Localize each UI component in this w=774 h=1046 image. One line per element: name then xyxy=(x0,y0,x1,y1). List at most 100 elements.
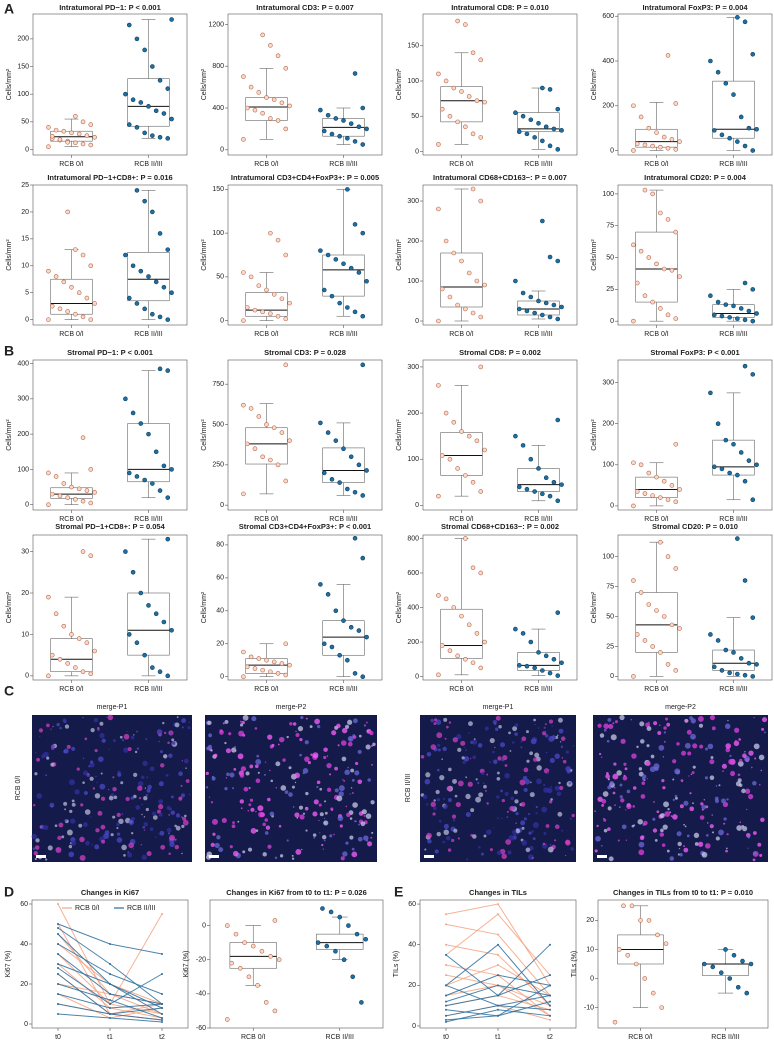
cell xyxy=(614,720,619,724)
cell xyxy=(168,753,173,758)
cell xyxy=(132,848,135,850)
box xyxy=(245,292,288,317)
legend-label: RCB II/III xyxy=(127,905,155,912)
cell xyxy=(711,831,715,834)
cell xyxy=(349,793,351,795)
cell xyxy=(295,848,302,855)
cell xyxy=(426,751,432,757)
cell xyxy=(208,733,213,738)
data-point xyxy=(513,433,518,439)
data-point xyxy=(650,191,655,197)
cell xyxy=(251,716,257,722)
data-point xyxy=(364,468,369,473)
y-tick-label: 600 xyxy=(407,570,419,577)
y-tick-label: 150 xyxy=(17,63,29,70)
cell xyxy=(452,778,457,784)
cell xyxy=(112,739,116,743)
data-point xyxy=(65,309,70,314)
cell xyxy=(483,834,487,838)
data-point xyxy=(360,105,366,111)
cell xyxy=(745,808,748,811)
cell xyxy=(694,842,699,846)
cell xyxy=(621,824,627,830)
cell xyxy=(645,761,651,767)
cell xyxy=(182,816,187,821)
cell xyxy=(354,820,357,823)
cell xyxy=(93,717,99,723)
cell xyxy=(210,842,215,847)
patient-point xyxy=(109,943,111,945)
patient-point xyxy=(549,974,551,977)
cell xyxy=(155,836,157,838)
cell xyxy=(116,822,120,827)
y-tick-label: 100 xyxy=(602,462,614,469)
cell xyxy=(601,803,605,807)
cell xyxy=(619,714,625,721)
cell xyxy=(175,825,181,831)
cell xyxy=(79,836,85,843)
cell xyxy=(726,798,729,801)
x-tick-label: RCB 0/I xyxy=(241,1034,266,1041)
box xyxy=(635,128,678,148)
cell xyxy=(34,751,37,754)
data-point xyxy=(482,447,487,453)
data-point xyxy=(169,467,174,472)
cell xyxy=(185,779,190,783)
cell xyxy=(55,847,62,854)
cell xyxy=(485,790,487,792)
cell xyxy=(255,810,257,813)
cell xyxy=(39,825,43,829)
cell xyxy=(511,741,515,744)
cell xyxy=(427,839,432,844)
cell xyxy=(101,738,106,743)
cell xyxy=(226,772,230,777)
cell xyxy=(599,733,605,738)
y-tick-label: 15 xyxy=(21,236,29,243)
data-point xyxy=(727,670,732,676)
data-point xyxy=(80,669,86,675)
cell xyxy=(149,766,155,772)
cell xyxy=(659,832,665,837)
cell xyxy=(596,824,599,828)
cell xyxy=(36,757,40,762)
data-point xyxy=(264,95,269,100)
cell xyxy=(521,840,528,846)
cell xyxy=(221,817,227,823)
data-point xyxy=(451,250,457,256)
patient-point xyxy=(549,1018,551,1021)
image-title: merge-P1 xyxy=(483,704,514,711)
data-point xyxy=(165,368,171,373)
cell xyxy=(174,824,177,828)
data-point xyxy=(241,649,246,655)
data-point xyxy=(631,460,636,466)
cell xyxy=(514,723,519,727)
data-point xyxy=(658,306,663,311)
cell xyxy=(710,756,714,759)
data-point xyxy=(516,484,522,490)
data-point xyxy=(126,122,132,127)
cell xyxy=(181,852,183,855)
cell xyxy=(365,721,368,724)
data-point xyxy=(80,119,86,125)
cell xyxy=(603,723,609,729)
data-point xyxy=(252,446,258,452)
cell xyxy=(549,844,552,846)
data-point xyxy=(735,472,740,478)
cell xyxy=(286,735,289,739)
cell xyxy=(118,818,124,824)
cell xyxy=(451,814,457,819)
cell xyxy=(229,845,233,849)
data-point xyxy=(73,497,78,502)
cell xyxy=(422,794,428,800)
data-point xyxy=(88,263,94,269)
cell xyxy=(606,739,610,743)
data-point xyxy=(84,488,90,493)
cell xyxy=(319,812,324,817)
cell xyxy=(147,784,152,790)
cell xyxy=(526,759,530,763)
cell xyxy=(136,747,140,750)
cell xyxy=(705,834,709,837)
plot-frame xyxy=(209,899,384,1029)
cell xyxy=(661,843,666,847)
data-point xyxy=(638,114,644,120)
